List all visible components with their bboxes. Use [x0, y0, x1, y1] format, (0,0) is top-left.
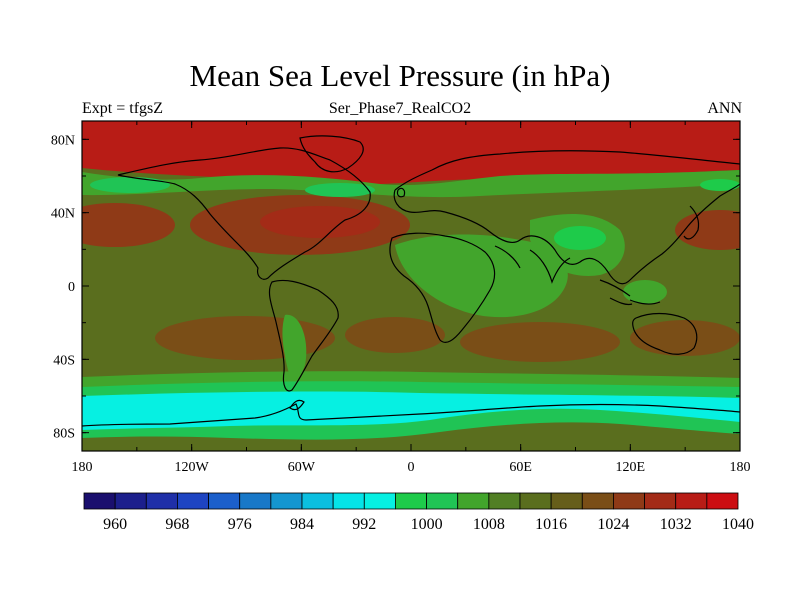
- colorbar-swatch: [426, 492, 459, 510]
- colorbar-label: 984: [290, 516, 314, 533]
- east-pacific-high: [675, 210, 740, 250]
- coast-japan: [683, 205, 700, 240]
- colorbar-swatch: [644, 492, 677, 510]
- colorbar-swatch: [177, 492, 209, 510]
- lon-tick-label: 60W: [288, 460, 316, 475]
- colorbar-swatch: [239, 492, 272, 510]
- colorbar-swatch: [581, 492, 614, 510]
- colorbar-label: 1000: [411, 516, 443, 533]
- colorbar-swatch: [145, 492, 178, 510]
- colorbar-swatch: [332, 492, 365, 510]
- tick-marks: [81, 121, 741, 451]
- colorbar-labels: 960 968 976 984 992 1000 1008 1016 1024 1032 1040: [103, 516, 754, 533]
- colorbar: [83, 492, 739, 510]
- lat-tick-label: 80S: [53, 427, 75, 442]
- map-title: Mean Sea Level Pressure (in hPa): [189, 58, 611, 93]
- colorbar-label: 1016: [535, 516, 567, 533]
- colorbar-label: 968: [165, 516, 189, 533]
- asia-low-core: [554, 226, 606, 250]
- season-label: ANN: [707, 100, 742, 117]
- south-indian-high: [460, 322, 620, 362]
- colorbar-label: 976: [228, 516, 252, 533]
- south-australia-high: [630, 320, 740, 356]
- coast-antarctica: [82, 403, 740, 427]
- north-pacific-high-core: [260, 206, 380, 238]
- colorbar-label: 1040: [722, 516, 754, 533]
- coast-africa: [389, 232, 496, 343]
- colorbar-label: 1032: [660, 516, 692, 533]
- coast-uk: [396, 187, 406, 198]
- west-pacific-high: [82, 203, 175, 247]
- coastlines: [82, 135, 740, 427]
- maritime-low: [623, 280, 667, 304]
- lat-tick-label: 40S: [53, 353, 75, 368]
- north-atlantic-low: [305, 183, 375, 197]
- colorbar-swatch: [488, 492, 521, 510]
- south-pacific-high: [155, 316, 335, 360]
- coast-south-america: [268, 279, 339, 392]
- colorbar-swatch: [550, 492, 583, 510]
- colorbar-swatch: [519, 492, 552, 510]
- colorbar-label: 1008: [473, 516, 505, 533]
- run-label: Ser_Phase7_RealCO2: [328, 100, 472, 117]
- coast-antarctic-peninsula: [289, 399, 305, 411]
- lat-tick-label: 80N: [51, 133, 75, 148]
- coast-maritime-continent: [599, 279, 661, 306]
- colorbar-swatch: [363, 492, 396, 510]
- colorbar-swatch: [208, 492, 241, 510]
- coast-eurasia: [393, 150, 740, 285]
- lat-tick-label: 40N: [51, 207, 75, 222]
- northern-low-belt: [82, 170, 740, 198]
- arctic-high-red: [82, 121, 740, 185]
- colorbar-label: 960: [103, 516, 127, 533]
- south-america-low: [282, 314, 307, 379]
- colorbar-swatch: [675, 492, 708, 510]
- south-atlantic-high: [345, 317, 445, 353]
- colorbar-swatch: [83, 492, 116, 510]
- experiment-label: Expt = tfgsZ: [82, 100, 164, 117]
- coast-south-asia: [494, 245, 571, 284]
- colorbar-swatch: [613, 492, 645, 510]
- africa-low: [395, 234, 568, 318]
- colorbar-label: 1024: [597, 516, 629, 533]
- lat-tick-label: 0: [68, 280, 75, 295]
- coast-north-america: [117, 147, 371, 280]
- lon-tick-label: 180: [72, 460, 93, 475]
- north-pacific-low: [90, 177, 170, 193]
- lon-tick-label: 180: [730, 460, 751, 475]
- coast-greenland: [299, 135, 364, 173]
- latitude-labels: 80N 40N 0 40S 80S: [51, 133, 75, 441]
- colorbar-swatch: [706, 492, 739, 510]
- pressure-field: [82, 121, 740, 451]
- colorbar-swatch: [457, 492, 490, 510]
- lon-tick-label: 0: [408, 460, 415, 475]
- lon-tick-label: 120E: [616, 460, 646, 475]
- colorbar-label: 992: [352, 516, 376, 533]
- colorbar-swatch: [395, 492, 427, 510]
- colorbar-swatch: [301, 492, 334, 510]
- antarctic-olive: [82, 422, 740, 451]
- east-asia-low: [700, 179, 740, 191]
- colorbar-swatch: [270, 492, 303, 510]
- colorbar-swatch: [114, 492, 147, 510]
- longitude-labels: 180 120W 60W 0 60E 120E 180: [72, 460, 751, 475]
- coast-australia: [632, 312, 698, 355]
- lon-tick-label: 120W: [175, 460, 210, 475]
- lon-tick-label: 60E: [509, 460, 532, 475]
